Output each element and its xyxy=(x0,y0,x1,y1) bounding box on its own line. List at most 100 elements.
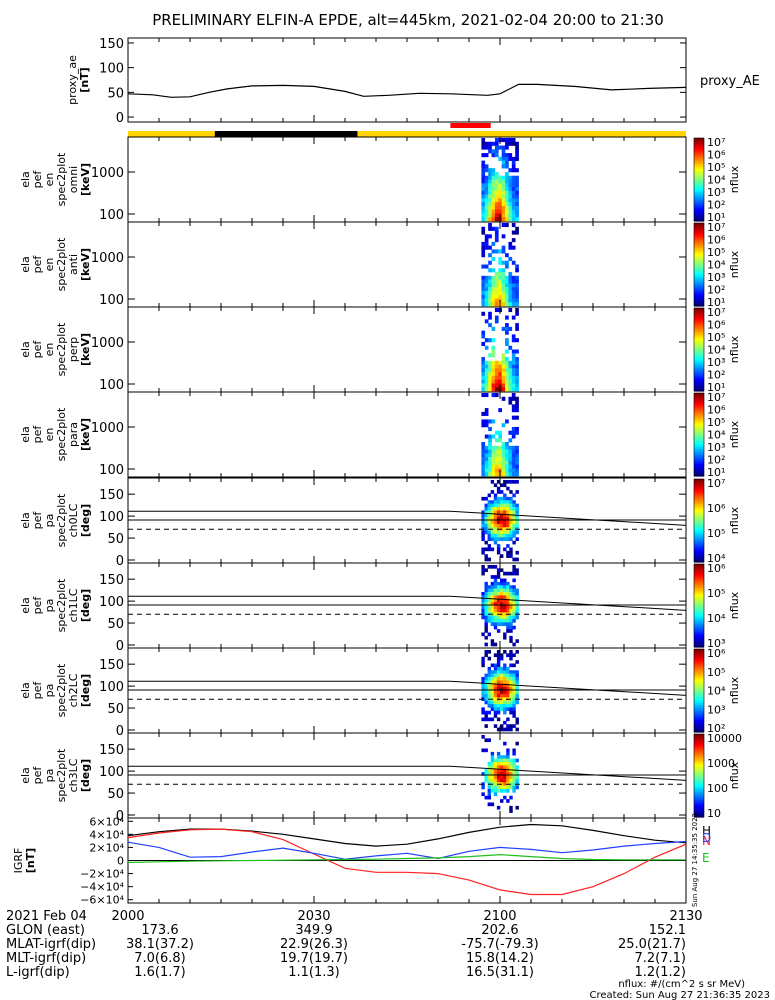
colorbar-cell xyxy=(694,599,704,602)
heatmap-cell xyxy=(500,578,504,583)
heatmap-cell xyxy=(481,283,486,288)
heatmap-cell xyxy=(488,223,492,228)
heatmap-cell xyxy=(509,765,513,770)
heatmap-cell xyxy=(494,393,499,398)
heatmap-cell xyxy=(493,792,498,797)
igrf-legend-N: N xyxy=(702,834,711,848)
colorbar-cell xyxy=(694,144,704,147)
heatmap-cell xyxy=(501,383,506,388)
y-tick-label: 50 xyxy=(107,617,124,632)
heatmap-cell xyxy=(484,393,489,398)
y-tick-label: 0 xyxy=(116,111,124,126)
heatmap-cell xyxy=(494,175,499,180)
heatmap-cell xyxy=(498,364,502,369)
colorbar-frame xyxy=(693,307,705,392)
colorbar-cell xyxy=(694,231,704,234)
colorbar-cell xyxy=(694,407,704,411)
heatmap-cell xyxy=(508,430,513,435)
heatmap-cell xyxy=(496,653,501,658)
heatmap-cell xyxy=(481,660,485,664)
heatmap-cell xyxy=(496,480,501,484)
colorbar-cell xyxy=(694,301,704,305)
heatmap-cell xyxy=(488,457,492,462)
heatmap-cell xyxy=(515,275,519,280)
colorbar-cell xyxy=(694,316,704,319)
colorbar-cell xyxy=(694,378,704,382)
colorbar-cell xyxy=(694,754,704,758)
heatmap-cell xyxy=(488,187,492,192)
heatmap-cell xyxy=(500,619,504,623)
heatmap-cell xyxy=(509,530,513,535)
heatmap-cell xyxy=(493,693,498,698)
heatmap-cell xyxy=(484,795,488,800)
heatmap-cell xyxy=(501,464,506,469)
heatmap-cell xyxy=(496,547,501,552)
colorbar-cell xyxy=(694,291,704,295)
heatmap-cell xyxy=(491,368,496,373)
heatmap-cell xyxy=(498,438,502,443)
heatmap-cell xyxy=(506,619,510,623)
heatmap-cell xyxy=(501,360,506,365)
heatmap-cell xyxy=(488,449,492,454)
heatmap-cell xyxy=(481,205,486,210)
heatmap-cell xyxy=(515,202,519,207)
heatmap-cell xyxy=(488,202,492,207)
colorbar-cell xyxy=(694,734,704,737)
heatmap-cell xyxy=(509,707,513,712)
heatmap-cell xyxy=(509,724,513,728)
heatmap-cell xyxy=(512,697,516,701)
heatmap-cell xyxy=(515,687,519,691)
heatmap-cell xyxy=(490,490,495,494)
heatmap-cell xyxy=(500,789,504,793)
heatmap-cell xyxy=(488,434,492,439)
colorbar-tick-label: 10⁴ xyxy=(707,429,726,442)
heatmap-cell xyxy=(493,510,498,515)
heatmap-cell xyxy=(493,663,498,668)
colorbar-cell xyxy=(694,334,704,338)
heatmap-cell xyxy=(503,547,507,552)
plot-frame xyxy=(127,391,687,478)
heatmap-cell xyxy=(501,294,506,299)
heatmap-cell xyxy=(512,680,516,685)
heatmap-cell xyxy=(481,772,485,776)
heatmap-cell xyxy=(490,534,495,538)
colorbar-cell xyxy=(694,235,704,239)
heatmap-cell xyxy=(511,383,516,388)
loss-cone-line xyxy=(450,765,687,781)
heatmap-cell xyxy=(490,547,495,552)
heatmap-cell xyxy=(505,164,509,169)
colorbar-cell xyxy=(694,428,704,431)
heatmap-cell xyxy=(481,341,486,347)
heatmap-cell xyxy=(484,653,488,658)
y-tick-label: 150 xyxy=(99,743,124,758)
heatmap-cell xyxy=(503,612,507,616)
colorbar-cell xyxy=(694,586,704,590)
heatmap-cell xyxy=(496,704,501,708)
heatmap-cell xyxy=(498,145,502,150)
heatmap-cell xyxy=(515,537,519,542)
heatmap-cell xyxy=(488,419,492,424)
heatmap-cell xyxy=(506,653,510,658)
colorbar-cell xyxy=(694,505,704,509)
heatmap-cell xyxy=(484,445,489,450)
heatmap-cell xyxy=(487,717,491,722)
colorbar-tick-label: 10⁶ xyxy=(707,502,726,515)
heatmap-cell xyxy=(503,595,507,600)
heatmap-cell xyxy=(500,615,504,620)
heatmap-cell xyxy=(506,765,510,770)
y-axis-label: spec2plot xyxy=(55,237,68,291)
colorbar-tick-label: 10⁵ xyxy=(707,666,725,679)
heatmap-cell xyxy=(481,334,486,339)
heatmap-cell xyxy=(491,213,496,218)
colorbar-tick-label: 10⁴ xyxy=(707,344,726,357)
heatmap-cell xyxy=(491,360,496,365)
colorbar-cell xyxy=(694,194,704,197)
heatmap-cell xyxy=(484,517,488,521)
heatmap-cell xyxy=(484,635,488,640)
heatmap-cell xyxy=(481,275,486,280)
heatmap-cell xyxy=(500,622,504,627)
colorbar-cell xyxy=(694,247,704,251)
colorbar-cell xyxy=(694,771,704,775)
heatmap-cell xyxy=(503,795,507,800)
colorbar-tick-label: 10¹ xyxy=(707,296,725,309)
